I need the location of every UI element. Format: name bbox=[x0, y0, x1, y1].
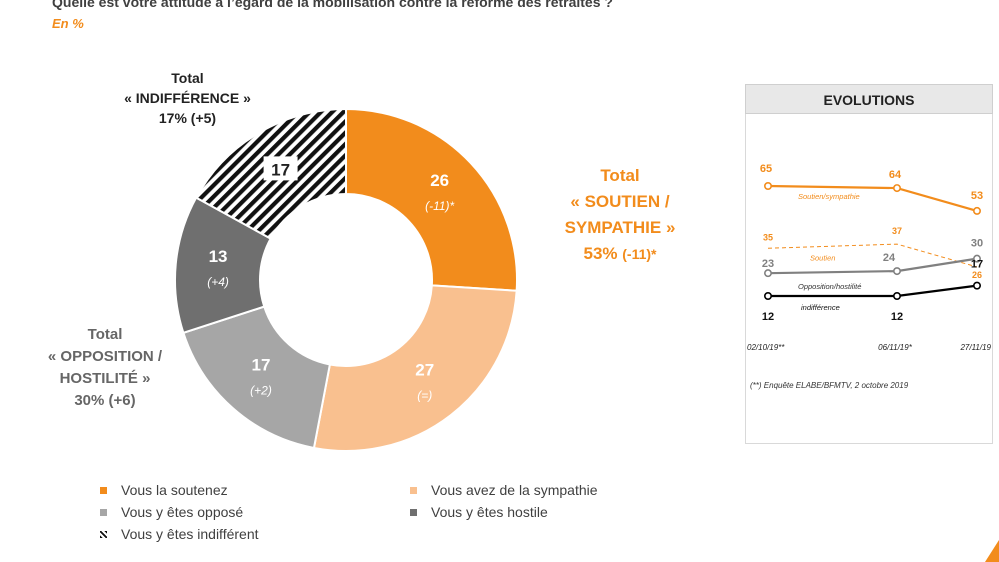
legend-swatch bbox=[100, 508, 107, 516]
total-soutien-line2: « SOUTIEN / bbox=[570, 192, 670, 211]
series-value-label: 12 bbox=[762, 311, 774, 323]
total-indifference-line2: « INDIFFÉRENCE » bbox=[124, 90, 251, 106]
series-point bbox=[973, 206, 982, 215]
series-value-label: 24 bbox=[883, 252, 896, 264]
total-opposition-line4: 30% (+6) bbox=[74, 392, 136, 409]
series-point bbox=[973, 281, 982, 290]
total-opposition-line2: « OPPOSITION / bbox=[47, 348, 163, 365]
legend-item-oppose: Vous y êtes opposé bbox=[100, 504, 243, 520]
total-soutien-line4: 53% (-11)* bbox=[540, 241, 700, 267]
x-tick-label: 27/11/19 bbox=[959, 343, 991, 352]
donut-value-label: 17 bbox=[252, 355, 271, 374]
legend-swatch bbox=[410, 508, 417, 516]
legend-label: Vous y êtes hostile bbox=[431, 504, 548, 520]
legend-item-sympathie: Vous avez de la sympathie bbox=[410, 482, 598, 498]
total-indifference-line3: 17% (+5) bbox=[158, 110, 217, 126]
donut-slice-sympathie bbox=[312, 284, 518, 452]
total-opposition: Total « OPPOSITION / HOSTILITÉ » 30% (+6… bbox=[20, 324, 190, 412]
series-value-label: 30 bbox=[971, 238, 983, 250]
total-opposition-line1: Total bbox=[87, 326, 123, 343]
x-tick-label: 06/11/19* bbox=[878, 343, 913, 352]
series-value-label: 26 bbox=[972, 270, 982, 280]
brand-corner-shape bbox=[985, 540, 999, 562]
series-value-label: 17 bbox=[971, 259, 983, 271]
total-opposition-line3: HOSTILITÉ » bbox=[59, 370, 151, 387]
series-value-label: 65 bbox=[760, 163, 772, 175]
legend-item-hostile: Vous y êtes hostile bbox=[410, 504, 548, 520]
donut-value-label: 17 bbox=[271, 160, 290, 179]
donut-value-bg bbox=[263, 156, 298, 181]
series-name-label: Soutien bbox=[810, 253, 835, 262]
series-value-label: 12 bbox=[891, 311, 903, 323]
evolutions-title: EVOLUTIONS bbox=[745, 84, 993, 114]
donut-change-label: (+2) bbox=[250, 383, 272, 397]
donut-value-label: 26 bbox=[430, 171, 449, 190]
total-soutien-value: 53% bbox=[583, 244, 618, 263]
total-soutien-change: (-11)* bbox=[622, 246, 657, 262]
series-line-2 bbox=[767, 257, 978, 275]
legend-label: Vous y êtes opposé bbox=[121, 504, 244, 520]
series-name-label: indifférence bbox=[801, 303, 840, 312]
total-soutien-line3: SYMPATHIE » bbox=[564, 218, 676, 237]
legend-label: Vous la soutenez bbox=[121, 482, 228, 498]
total-indifference-line1: Total bbox=[171, 70, 204, 86]
legend-label: Vous y êtes indifférent bbox=[121, 526, 259, 542]
donut-slice-soutenez bbox=[345, 107, 518, 292]
series-value-label: 35 bbox=[763, 232, 773, 242]
donut-value-label: 27 bbox=[415, 361, 434, 380]
series-value-label: 37 bbox=[892, 226, 902, 236]
series-point bbox=[763, 182, 772, 191]
series-point bbox=[763, 269, 772, 278]
series-value-label: 23 bbox=[762, 258, 774, 270]
series-name-label: Soutien/sympathie bbox=[798, 192, 860, 201]
series-value-label: 64 bbox=[889, 169, 902, 181]
chart-title: Quelle est votre attitude à l’égard de l… bbox=[52, 0, 613, 10]
legend-swatch bbox=[100, 530, 107, 538]
series-point bbox=[893, 184, 902, 193]
legend-swatch bbox=[100, 486, 107, 494]
total-soutien-line1: Total bbox=[600, 166, 640, 185]
series-point bbox=[763, 292, 772, 301]
series-name-label: Opposition/hostilité bbox=[798, 282, 861, 291]
donut-change-label: (=) bbox=[417, 389, 432, 403]
total-soutien: Total « SOUTIEN / SYMPATHIE » 53% (-11)* bbox=[540, 163, 700, 267]
total-indifference: Total « INDIFFÉRENCE » 17% (+5) bbox=[110, 68, 265, 128]
evolutions-footnote: (**) Enquête ELABE/BFMTV, 2 octobre 2019 bbox=[750, 381, 909, 390]
legend-item-soutenez: Vous la soutenez bbox=[100, 482, 228, 498]
series-point bbox=[973, 254, 982, 263]
donut-value-label: 13 bbox=[209, 247, 228, 266]
donut-slice-oppose bbox=[182, 305, 332, 450]
series-line-1 bbox=[767, 243, 978, 268]
legend-swatch bbox=[410, 486, 417, 494]
donut-chart: 26 (-11)* 27 (=) 17 (+2) 13 (+4) 17 bbox=[174, 107, 518, 452]
series-value-label: 53 bbox=[971, 190, 983, 202]
series-point bbox=[893, 292, 902, 301]
evolutions-line-chart: 65 64 53 Soutien/sympathie 35 37 26 Soutien 23 24… bbox=[747, 163, 992, 352]
legend-label: Vous avez de la sympathie bbox=[431, 482, 598, 498]
donut-change-label: (+4) bbox=[207, 275, 229, 289]
legend-item-indifferent: Vous y êtes indifférent bbox=[100, 526, 259, 542]
x-tick-label: 02/10/19** bbox=[747, 343, 785, 352]
chart-subtitle: En % bbox=[52, 16, 84, 31]
series-point bbox=[893, 267, 902, 276]
donut-change-label: (-11)* bbox=[425, 199, 454, 213]
